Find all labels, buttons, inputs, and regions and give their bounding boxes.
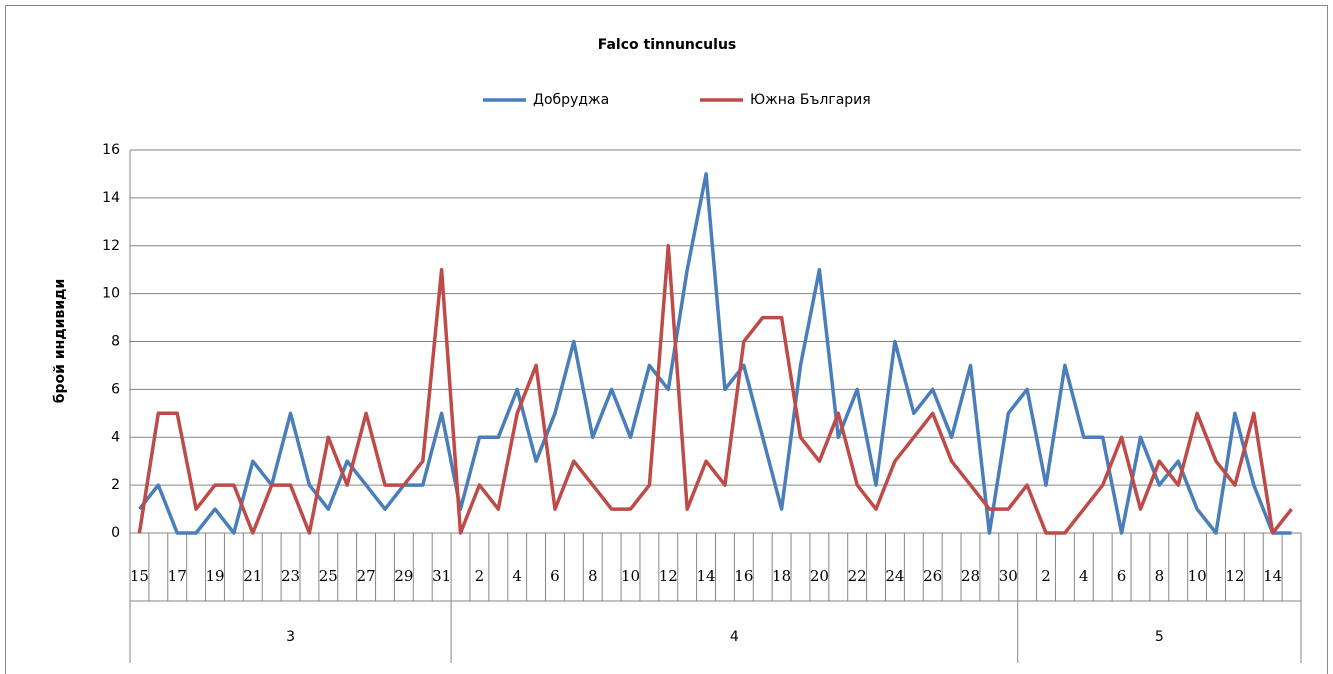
y-tick-label: 0 [111, 525, 120, 541]
x-tick-label: 29 [394, 567, 413, 585]
x-tick-label: 12 [1225, 567, 1244, 585]
x-tick-label: 23 [281, 567, 300, 585]
x-tick-label: 15 [130, 567, 149, 585]
x-tick-label: 2 [475, 567, 485, 585]
x-tick-label: 28 [961, 567, 980, 585]
x-tick-label: 22 [848, 567, 867, 585]
x-tick-label: 2 [1041, 567, 1051, 585]
x-tick-label: 27 [357, 567, 376, 585]
x-tick-label: 8 [588, 567, 598, 585]
x-tick-label: 4 [512, 567, 522, 585]
y-tick-label: 10 [102, 286, 120, 302]
y-tick-label: 16 [102, 142, 120, 158]
x-tick-label: 21 [243, 567, 262, 585]
x-tick-label: 20 [810, 567, 829, 585]
x-tick-label: 10 [1188, 567, 1207, 585]
y-axis-label: брой индивиди [52, 279, 68, 403]
x-tick-label: 10 [621, 567, 640, 585]
series-line [137, 244, 1293, 535]
x-tick-label: 30 [999, 567, 1018, 585]
y-tick-label: 2 [111, 477, 120, 493]
x-tick-label: 14 [697, 567, 716, 585]
x-tick-label: 24 [885, 567, 904, 585]
x-tick-label: 14 [1263, 567, 1282, 585]
y-tick-label: 8 [111, 334, 120, 350]
y-tick-label: 4 [111, 429, 120, 445]
x-tick-label: 31 [432, 567, 451, 585]
x-tick-label: 18 [772, 567, 791, 585]
y-tick-label: 6 [111, 381, 120, 397]
group-label: 5 [1155, 629, 1164, 645]
x-tick-label: 4 [1079, 567, 1089, 585]
chart-title: Falco tinnunculus [598, 37, 737, 53]
x-tick-label: 8 [1155, 567, 1165, 585]
x-tick-label: 6 [550, 567, 560, 585]
legend-label: Добруджа [533, 92, 609, 108]
group-label: 3 [286, 629, 295, 645]
legend-label: Южна България [750, 92, 871, 108]
x-tick-label: 16 [734, 567, 753, 585]
group-label: 4 [730, 629, 739, 645]
chart-frame [5, 5, 1328, 674]
series-line [138, 172, 1292, 535]
y-tick-label: 12 [102, 238, 120, 254]
x-tick-label: 12 [659, 567, 678, 585]
x-tick-label: 26 [923, 567, 942, 585]
x-tick-label: 25 [319, 567, 338, 585]
x-tick-label: 6 [1117, 567, 1127, 585]
x-tick-label: 17 [168, 567, 187, 585]
y-tick-label: 14 [102, 190, 120, 206]
x-tick-label: 19 [205, 567, 224, 585]
